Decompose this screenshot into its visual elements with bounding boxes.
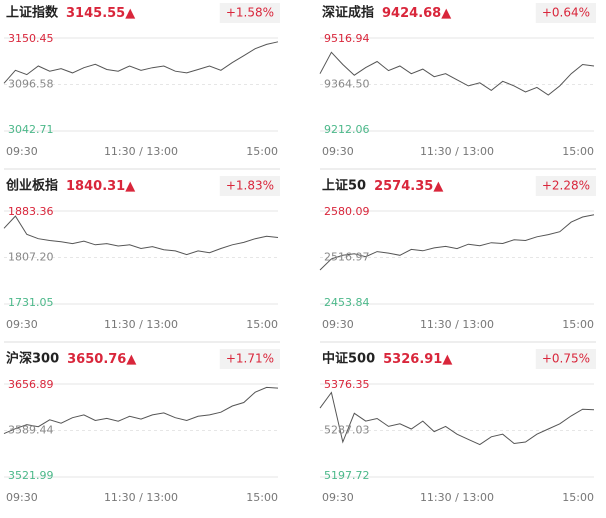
y-tick-label: 3521.99 — [8, 469, 54, 482]
price-line — [319, 51, 595, 96]
price-value: 1840.31 — [66, 179, 125, 194]
index-card: 上证50 2574.35▲ +2.28% 2453.84 2516.97 2580.09 0… — [319, 176, 596, 343]
x-tick-label: 15:00 — [246, 318, 278, 331]
y-tick-label: 3096.58 — [8, 78, 54, 91]
y-tick-label: 2516.97 — [324, 250, 370, 263]
change-box — [219, 349, 280, 369]
price-line — [319, 391, 595, 446]
change-pct: +1.71% — [226, 352, 274, 366]
price-arrow: ▲ — [441, 6, 451, 21]
change-box — [535, 349, 596, 369]
x-tick-label: 09:30 — [322, 318, 354, 331]
change-box — [219, 3, 280, 23]
x-tick-label: 09:30 — [6, 145, 38, 158]
x-tick-label: 11:30 / 13:00 — [104, 491, 178, 504]
price-value: 5326.91 — [383, 352, 442, 367]
y-tick-label: 3150.45 — [8, 32, 54, 45]
index-price: 3145.55▲ — [66, 6, 135, 21]
index-price: 1840.31▲ — [66, 179, 135, 194]
x-tick-label: 15:00 — [246, 145, 278, 158]
x-tick-label: 15:00 — [562, 318, 594, 331]
price-value: 3650.76 — [67, 352, 126, 367]
x-tick-label: 15:00 — [246, 491, 278, 504]
y-tick-label: 3589.44 — [8, 424, 54, 437]
y-tick-label: 5376.35 — [324, 378, 370, 391]
index-card: 创业板指 1840.31▲ +1.83% 1731.05 1807.20 1883.36 0… — [3, 176, 280, 343]
change-pct: +0.64% — [542, 6, 590, 20]
x-tick-label: 11:30 / 13:00 — [420, 491, 494, 504]
x-tick-label: 11:30 / 13:00 — [104, 318, 178, 331]
y-tick-label: 1883.36 — [8, 205, 54, 218]
change-box — [535, 3, 596, 23]
x-tick-label: 09:30 — [322, 491, 354, 504]
index-name: 上证指数 — [6, 5, 59, 21]
index-price: 9424.68▲ — [382, 6, 451, 21]
x-tick-label: 15:00 — [562, 145, 594, 158]
price-value: 3145.55 — [66, 6, 125, 21]
x-tick-label: 15:00 — [562, 491, 594, 504]
index-card: 沪深300 3650.76▲ +1.71% 3521.99 3589.44 3656.89… — [3, 349, 280, 504]
y-tick-label: 3042.71 — [8, 123, 54, 136]
price-arrow: ▲ — [125, 179, 135, 194]
x-tick-label: 11:30 / 13:00 — [420, 318, 494, 331]
index-card: 深证成指 9424.68▲ +0.64% 9212.06 9364.50 9516.94 0… — [319, 3, 596, 170]
price-line — [3, 386, 279, 435]
price-line — [319, 214, 595, 271]
y-tick-label: 1807.20 — [8, 251, 54, 264]
price-value: 2574.35 — [374, 179, 433, 194]
price-arrow: ▲ — [433, 179, 443, 194]
change-pct: +2.28% — [542, 179, 590, 193]
change-pct: +1.58% — [226, 6, 274, 20]
change-box — [219, 176, 280, 196]
price-line — [3, 215, 279, 256]
price-value: 9424.68 — [382, 6, 441, 21]
index-price: 3650.76▲ — [67, 352, 136, 367]
x-tick-label: 09:30 — [6, 491, 38, 504]
change-pct: +1.83% — [226, 179, 274, 193]
change-pct: +0.75% — [542, 352, 590, 366]
y-tick-label: 9364.50 — [324, 78, 370, 91]
x-tick-label: 11:30 / 13:00 — [420, 145, 494, 158]
y-tick-label: 3656.89 — [8, 378, 54, 391]
price-arrow: ▲ — [125, 6, 135, 21]
index-name: 创业板指 — [5, 178, 58, 194]
index-price: 5326.91▲ — [383, 352, 452, 367]
price-arrow: ▲ — [126, 352, 136, 367]
y-tick-label: 1731.05 — [8, 296, 54, 309]
y-tick-label: 5287.03 — [324, 424, 370, 437]
y-tick-label: 2453.84 — [324, 296, 370, 309]
change-box — [535, 176, 596, 196]
x-tick-label: 09:30 — [6, 318, 38, 331]
index-name: 深证成指 — [322, 5, 374, 21]
y-tick-label: 2580.09 — [324, 205, 370, 218]
price-line — [3, 41, 279, 84]
x-tick-label: 09:30 — [322, 145, 354, 158]
index-card: 中证500 5326.91▲ +0.75% 5197.72 5287.03 5376.35… — [319, 349, 596, 504]
price-arrow: ▲ — [442, 352, 452, 367]
index-card: 上证指数 3145.55▲ +1.58% 3042.71 3096.58 3150.45 0… — [3, 3, 280, 170]
x-tick-label: 11:30 / 13:00 — [104, 145, 178, 158]
index-name: 中证500 — [322, 351, 375, 367]
y-tick-label: 9516.94 — [324, 32, 370, 45]
y-tick-label: 9212.06 — [324, 123, 370, 136]
index-price: 2574.35▲ — [374, 179, 443, 194]
y-tick-label: 5197.72 — [324, 469, 370, 482]
index-name: 沪深300 — [6, 351, 59, 367]
index-name: 上证50 — [322, 179, 366, 194]
